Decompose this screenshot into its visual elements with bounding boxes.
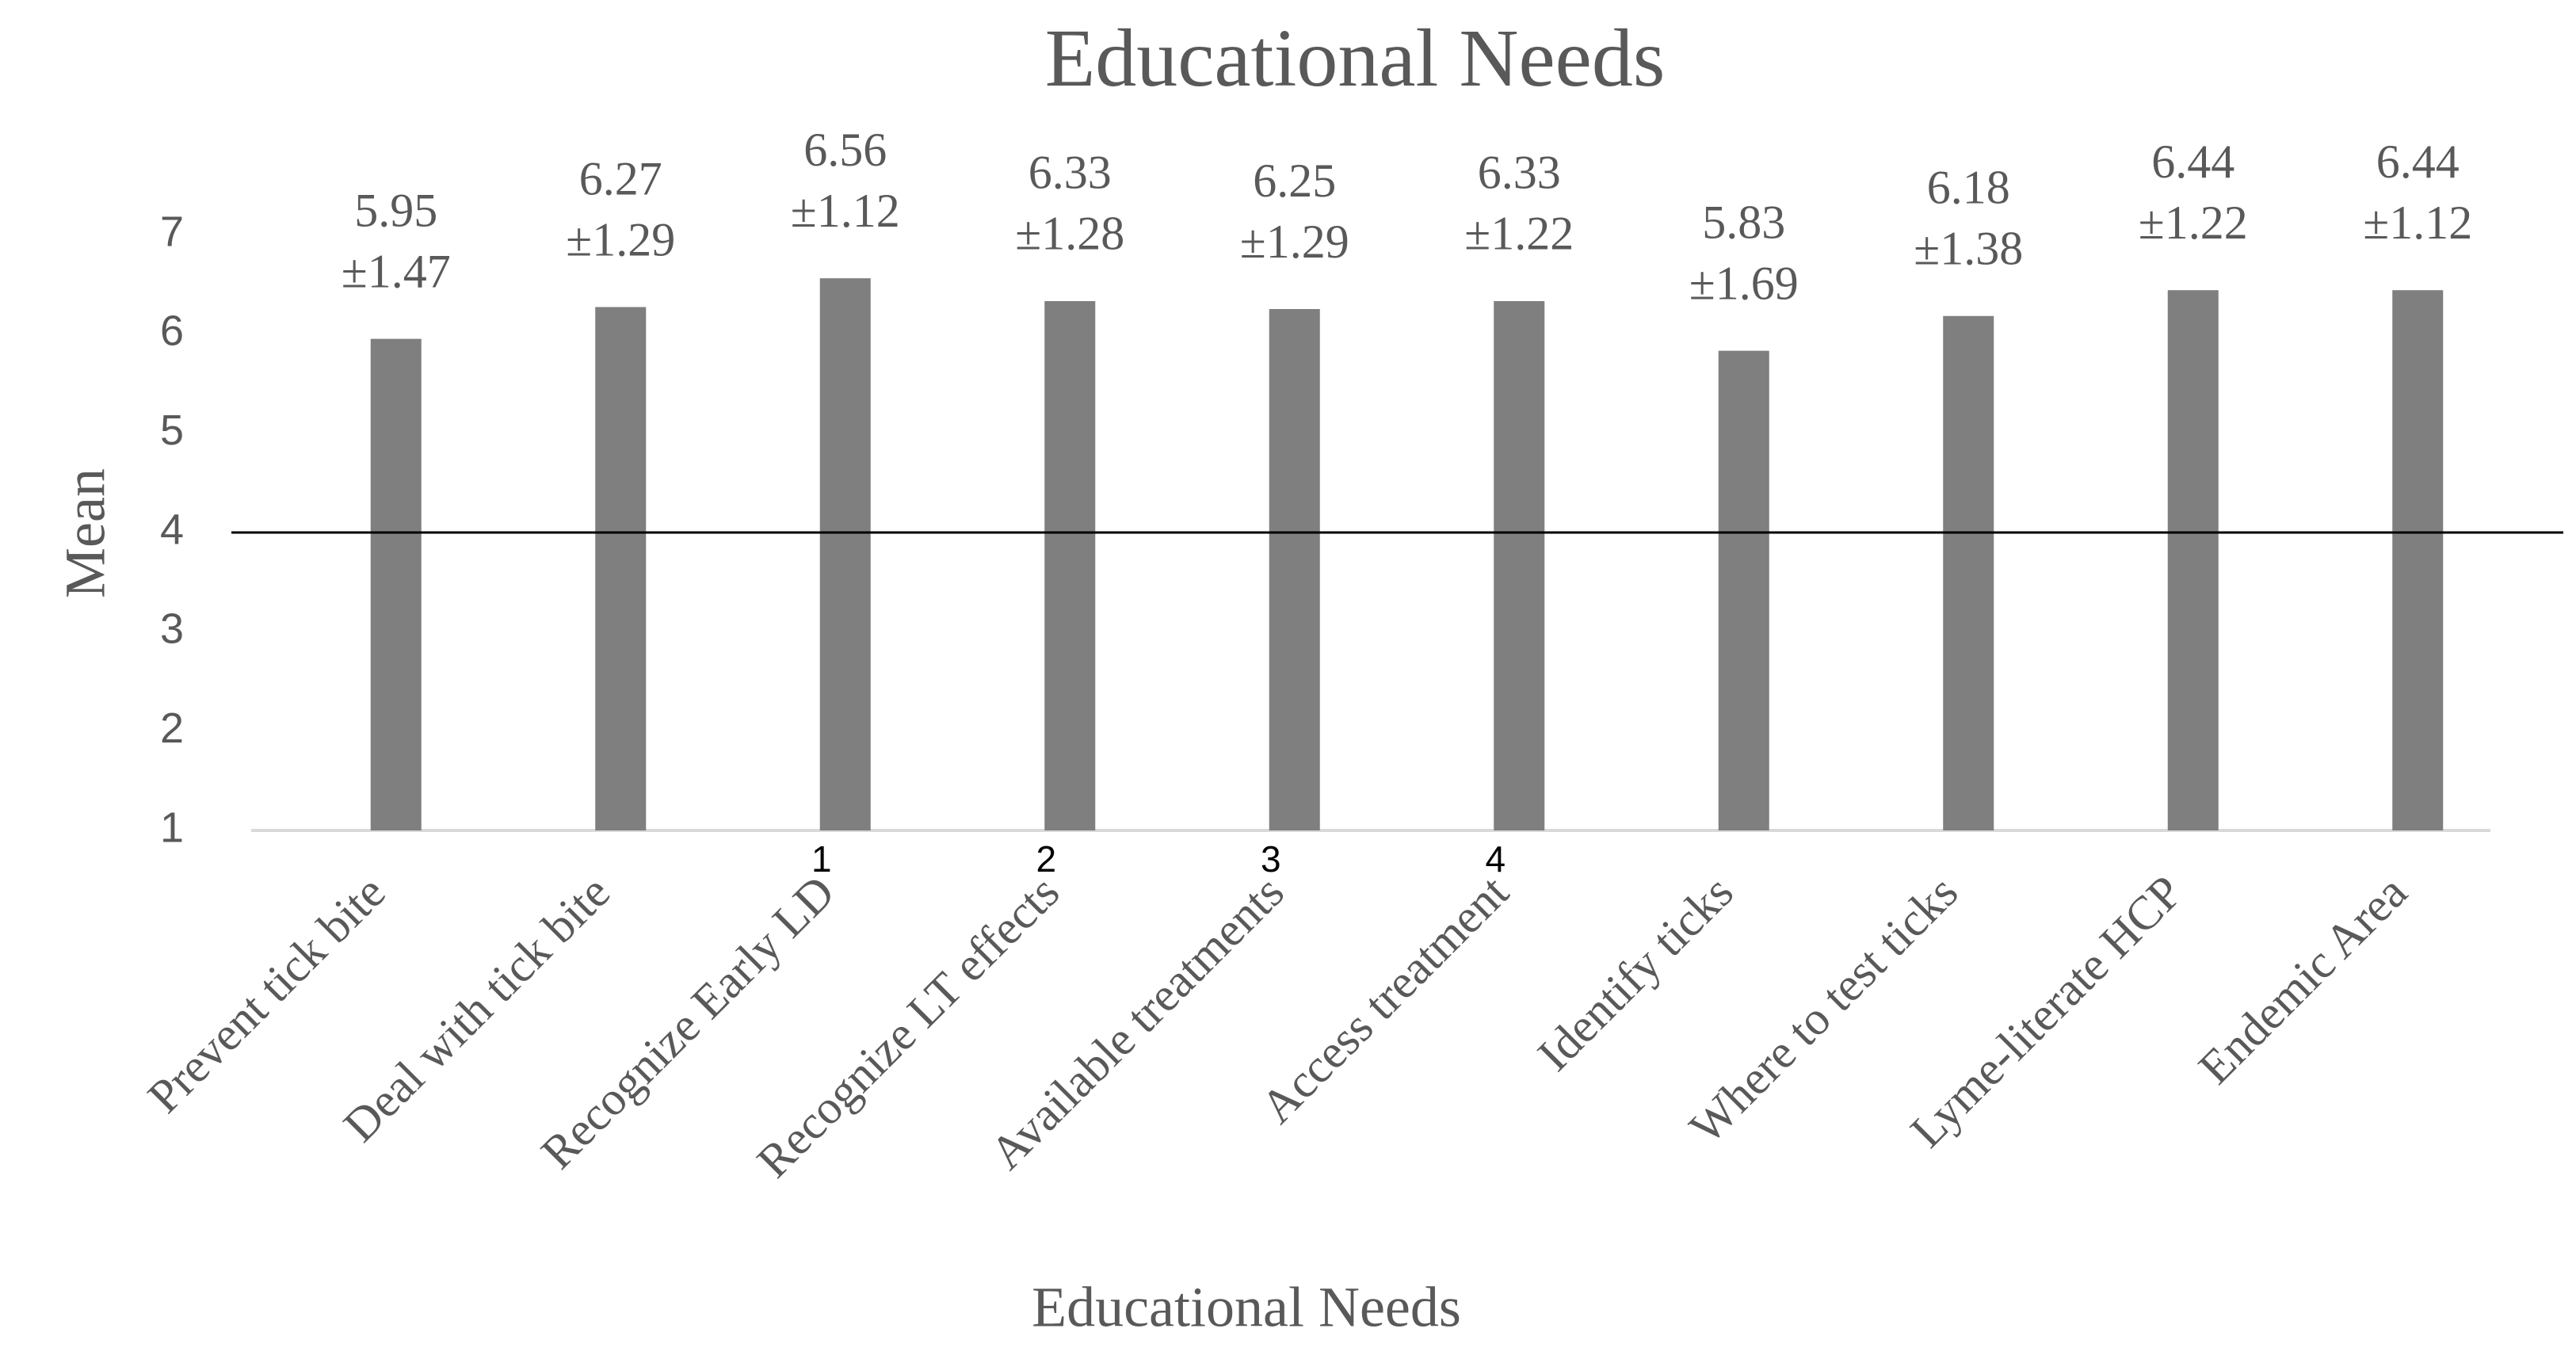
bar: [595, 307, 647, 830]
x-tick-label: Endemic Area: [2189, 865, 2417, 1094]
data-label: 6.56: [803, 124, 887, 176]
chart-title: Educational Needs: [1045, 13, 1666, 104]
y-tick-label: 6: [160, 307, 184, 355]
footnote-mark: 3: [1261, 838, 1281, 880]
footnote-mark: 1: [811, 838, 832, 880]
bar: [1269, 309, 1320, 830]
data-label: 6.44: [2376, 136, 2460, 188]
x-axis-title: Educational Needs: [1032, 1276, 1461, 1339]
data-label-sd: ±1.22: [1464, 208, 1574, 260]
data-label: 5.83: [1702, 196, 1785, 248]
y-tick-label: 7: [160, 208, 184, 255]
data-label-sd: ±1.47: [342, 245, 451, 297]
data-label-sd: ±1.38: [1914, 223, 2023, 275]
bar: [2167, 290, 2219, 831]
bar: [1044, 300, 1096, 830]
y-tick-label: 3: [160, 605, 184, 653]
data-label-sd: ±1.28: [1015, 208, 1124, 260]
x-tick-label: Identify ticks: [1528, 865, 1743, 1081]
bar: [1943, 315, 1994, 831]
data-label-sd: ±1.69: [1689, 257, 1799, 309]
data-label-sd: ±1.22: [2139, 197, 2248, 249]
bar: [819, 278, 871, 830]
bar: [2392, 290, 2444, 831]
y-tick-label: 5: [160, 407, 184, 454]
data-label: 6.18: [1927, 162, 2010, 214]
footnote-mark: 4: [1485, 838, 1506, 880]
data-label: 6.44: [2151, 136, 2234, 188]
data-label: 6.27: [579, 152, 662, 204]
y-tick-label: 4: [160, 506, 184, 553]
data-label: 5.95: [354, 184, 437, 236]
y-tick-label: 1: [160, 804, 184, 851]
data-label: 6.33: [1478, 147, 1561, 199]
bar: [370, 338, 422, 831]
data-label-sd: ±1.12: [2363, 197, 2472, 249]
data-label-sd: ±1.29: [1240, 216, 1349, 268]
bar: [1494, 300, 1545, 830]
x-tick-label: Prevent tick bite: [138, 865, 395, 1123]
y-axis-title: Mean: [54, 468, 117, 598]
data-label-sd: ±1.29: [566, 213, 675, 265]
x-tick-label: Access treatment: [1251, 865, 1519, 1133]
data-label: 6.25: [1253, 155, 1336, 207]
data-label-sd: ±1.12: [791, 185, 900, 237]
y-tick-label: 2: [160, 704, 184, 752]
data-label: 6.33: [1028, 147, 1112, 199]
bar: [1718, 350, 1769, 830]
footnote-mark: 2: [1036, 838, 1056, 880]
